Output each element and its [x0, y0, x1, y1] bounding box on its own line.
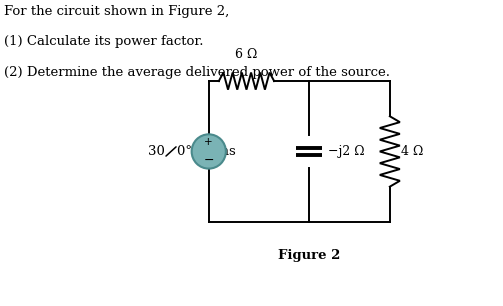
- Ellipse shape: [192, 134, 226, 169]
- Text: Figure 2: Figure 2: [278, 249, 341, 262]
- Text: 30: 30: [147, 145, 164, 158]
- Text: +: +: [204, 137, 213, 147]
- Text: 6 Ω: 6 Ω: [235, 48, 258, 61]
- Text: (1) Calculate its power factor.: (1) Calculate its power factor.: [4, 35, 204, 48]
- Text: 0° V rms: 0° V rms: [177, 145, 235, 158]
- Text: −: −: [204, 154, 214, 166]
- Text: (2) Determine the average delivered power of the source.: (2) Determine the average delivered powe…: [4, 66, 390, 79]
- Text: −j2 Ω: −j2 Ω: [328, 145, 365, 158]
- Text: 4 Ω: 4 Ω: [401, 145, 423, 158]
- Text: For the circuit shown in Figure 2,: For the circuit shown in Figure 2,: [4, 5, 229, 17]
